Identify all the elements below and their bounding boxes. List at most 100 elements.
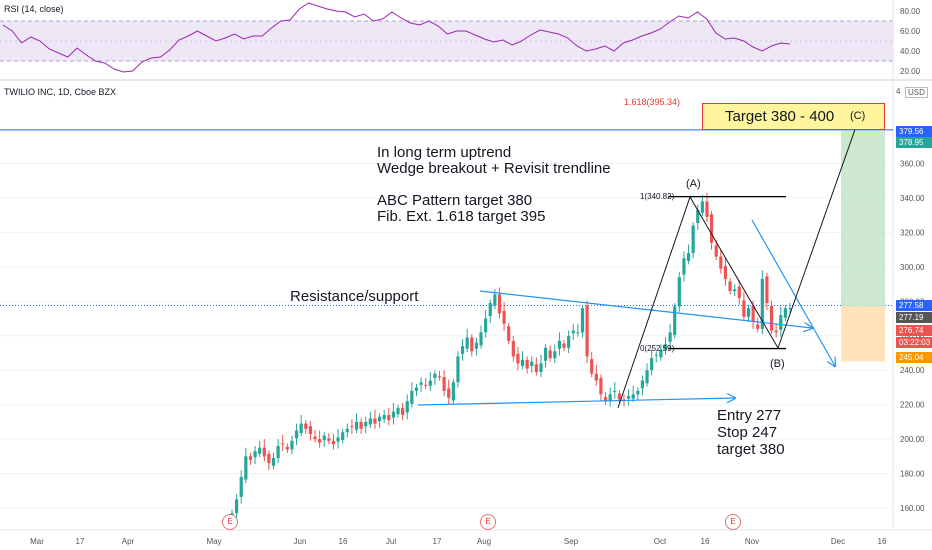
candle-body[interactable] [285,446,289,450]
candle-body[interactable] [691,225,695,254]
candle-body[interactable] [640,380,645,389]
candle-body[interactable] [364,421,368,427]
candle-body[interactable] [299,423,303,434]
candle-body[interactable] [304,423,308,429]
candle-body[interactable] [488,303,492,316]
candle-body[interactable] [562,343,566,348]
candle-body[interactable] [290,440,294,450]
candle-body[interactable] [530,361,534,366]
candle-body[interactable] [419,382,423,385]
candle-body[interactable] [631,394,635,399]
abc-wave-path[interactable] [617,120,859,409]
candle-body[interactable] [281,443,285,445]
candle-body[interactable] [613,390,617,392]
candle-body[interactable] [258,447,262,454]
candle-body[interactable] [677,277,681,307]
candle-body[interactable] [350,426,354,428]
candle-body[interactable] [539,363,543,372]
candle-body[interactable] [668,332,672,342]
candle-body[interactable] [451,382,455,401]
candle-body[interactable] [484,318,488,333]
candle-body[interactable] [788,308,792,310]
candle-body[interactable] [331,440,336,445]
candle-body[interactable] [553,351,557,359]
candle-body[interactable] [502,310,506,324]
candle-body[interactable] [456,356,460,383]
candle-body[interactable] [516,353,520,364]
candle-body[interactable] [294,430,299,439]
candle-body[interactable] [728,281,732,291]
candle-body[interactable] [756,324,760,329]
candle-body[interactable] [534,364,538,372]
candle-body[interactable] [253,451,257,458]
target-box[interactable] [702,103,885,130]
candle-body[interactable] [626,396,631,399]
candle-body[interactable] [405,401,409,413]
candle-body[interactable] [742,300,746,317]
candle-body[interactable] [760,278,764,329]
candle-body[interactable] [479,332,483,346]
candle-body[interactable] [525,359,529,369]
candle-body[interactable] [410,390,414,404]
candle-body[interactable] [590,359,594,374]
candle-body[interactable] [714,245,718,257]
candle-body[interactable] [567,335,571,348]
candle-body[interactable] [271,458,276,466]
candle-body[interactable] [659,349,663,358]
candle-body[interactable] [313,436,317,440]
candle-body[interactable] [345,428,349,433]
candle-body[interactable] [585,305,589,357]
candle-body[interactable] [580,308,585,333]
candle-body[interactable] [507,326,511,341]
candle-body[interactable] [696,210,700,223]
earnings-badge[interactable]: E [222,514,238,530]
candle-body[interactable] [779,315,783,330]
candle-body[interactable] [710,214,714,243]
candle-body[interactable] [442,377,446,391]
candle-body[interactable] [396,408,400,415]
candle-body[interactable] [391,411,396,418]
wedge-lower-trendline[interactable] [417,398,735,406]
candle-body[interactable] [244,456,248,480]
candle-body[interactable] [414,387,419,391]
candle-body[interactable] [248,456,253,460]
candle-body[interactable] [617,393,621,400]
candle-body[interactable] [654,354,658,356]
candle-body[interactable] [682,258,686,275]
candle-body[interactable] [608,394,612,402]
candle-body[interactable] [239,477,243,497]
wedge-upper-trendline[interactable] [479,290,812,328]
candle-body[interactable] [520,359,525,366]
candle-body[interactable] [493,294,497,306]
candle-body[interactable] [636,390,640,395]
earnings-badge[interactable]: E [480,514,496,530]
candle-body[interactable] [373,418,377,424]
candle-body[interactable] [428,380,432,386]
candle-body[interactable] [746,308,751,317]
candle-body[interactable] [599,377,603,395]
candle-body[interactable] [765,276,769,304]
candle-body[interactable] [737,286,741,298]
candle-body[interactable] [774,330,778,333]
candle-body[interactable] [650,358,654,371]
candle-body[interactable] [548,350,552,359]
candle-body[interactable] [663,344,668,350]
candle-body[interactable] [336,437,340,442]
candle-body[interactable] [645,370,649,384]
candle-body[interactable] [387,415,391,421]
candle-body[interactable] [460,346,465,354]
candle-body[interactable] [751,305,755,322]
candle-body[interactable] [557,340,562,349]
candle-body[interactable] [401,408,405,415]
candle-body[interactable] [424,384,428,386]
candle-body[interactable] [447,388,451,398]
candle-body[interactable] [359,421,363,429]
stop-zone[interactable] [841,306,885,362]
trend-drawings[interactable] [417,120,859,409]
candle-body[interactable] [705,201,709,217]
candle-body[interactable] [603,396,608,402]
candle-body[interactable] [474,342,479,349]
candle-body[interactable] [783,308,787,318]
candle-body[interactable] [354,421,359,430]
